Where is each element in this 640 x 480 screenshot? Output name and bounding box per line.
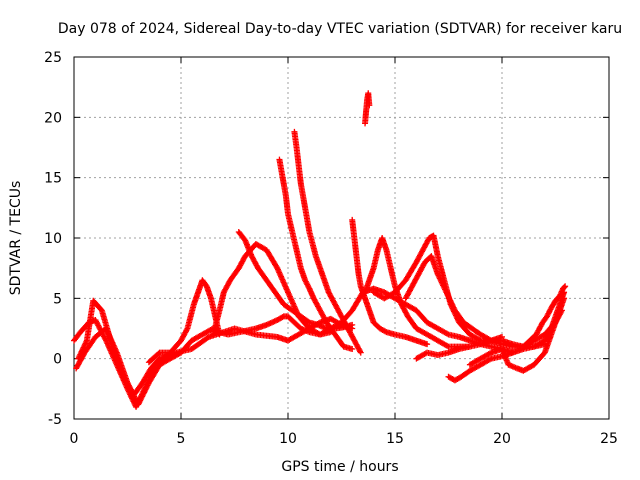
x-tick-label: 25 (600, 431, 618, 447)
grid (74, 57, 609, 419)
x-tick-label: 0 (70, 431, 79, 447)
axis-ticks: 0 5 10 15 20 25 -5 0 5 10 15 20 25 (44, 50, 618, 447)
data-point (444, 330, 451, 337)
data-point (183, 326, 190, 333)
data-point (382, 328, 389, 335)
y-tick-label: 5 (53, 291, 62, 307)
series-track-16 (466, 295, 568, 374)
data-point (357, 348, 364, 355)
data-point (279, 314, 286, 321)
data-point (561, 284, 568, 291)
series-track-3 (75, 297, 184, 398)
data-point (349, 346, 356, 353)
series-track-10 (362, 90, 373, 127)
x-tick-label: 15 (386, 431, 404, 447)
data-point (561, 295, 568, 302)
data-point (216, 331, 223, 338)
data-points (71, 90, 569, 410)
x-tick-label: 20 (493, 431, 511, 447)
y-tick-label: 0 (53, 352, 62, 368)
y-tick-label: 10 (44, 231, 62, 247)
x-tick-label: 10 (279, 431, 297, 447)
data-point (486, 356, 493, 363)
y-axis-label: SDTVAR / TECUs (8, 181, 24, 296)
series-track-14 (413, 307, 565, 362)
x-axis-label: GPS time / hours (281, 459, 398, 475)
data-point (562, 283, 569, 290)
data-point (424, 341, 431, 348)
series-track-6 (235, 228, 356, 332)
y-tick-label: -5 (48, 412, 62, 428)
series-track-7 (276, 156, 356, 353)
data-point (366, 102, 373, 109)
x-tick-label: 5 (177, 431, 186, 447)
data-point (349, 321, 356, 328)
y-tick-label: 25 (44, 50, 62, 66)
series-track-8 (291, 128, 364, 356)
y-tick-label: 15 (44, 171, 62, 187)
series-track-17 (520, 283, 569, 350)
y-tick-label: 20 (44, 110, 62, 126)
data-point (444, 342, 451, 349)
data-point (357, 349, 364, 356)
series-track-9 (349, 216, 431, 348)
series-track-4 (145, 277, 223, 366)
chart-title: Day 078 of 2024, Sidereal Day-to-day VTE… (58, 21, 622, 37)
data-point (486, 350, 493, 357)
data-point (178, 349, 184, 356)
